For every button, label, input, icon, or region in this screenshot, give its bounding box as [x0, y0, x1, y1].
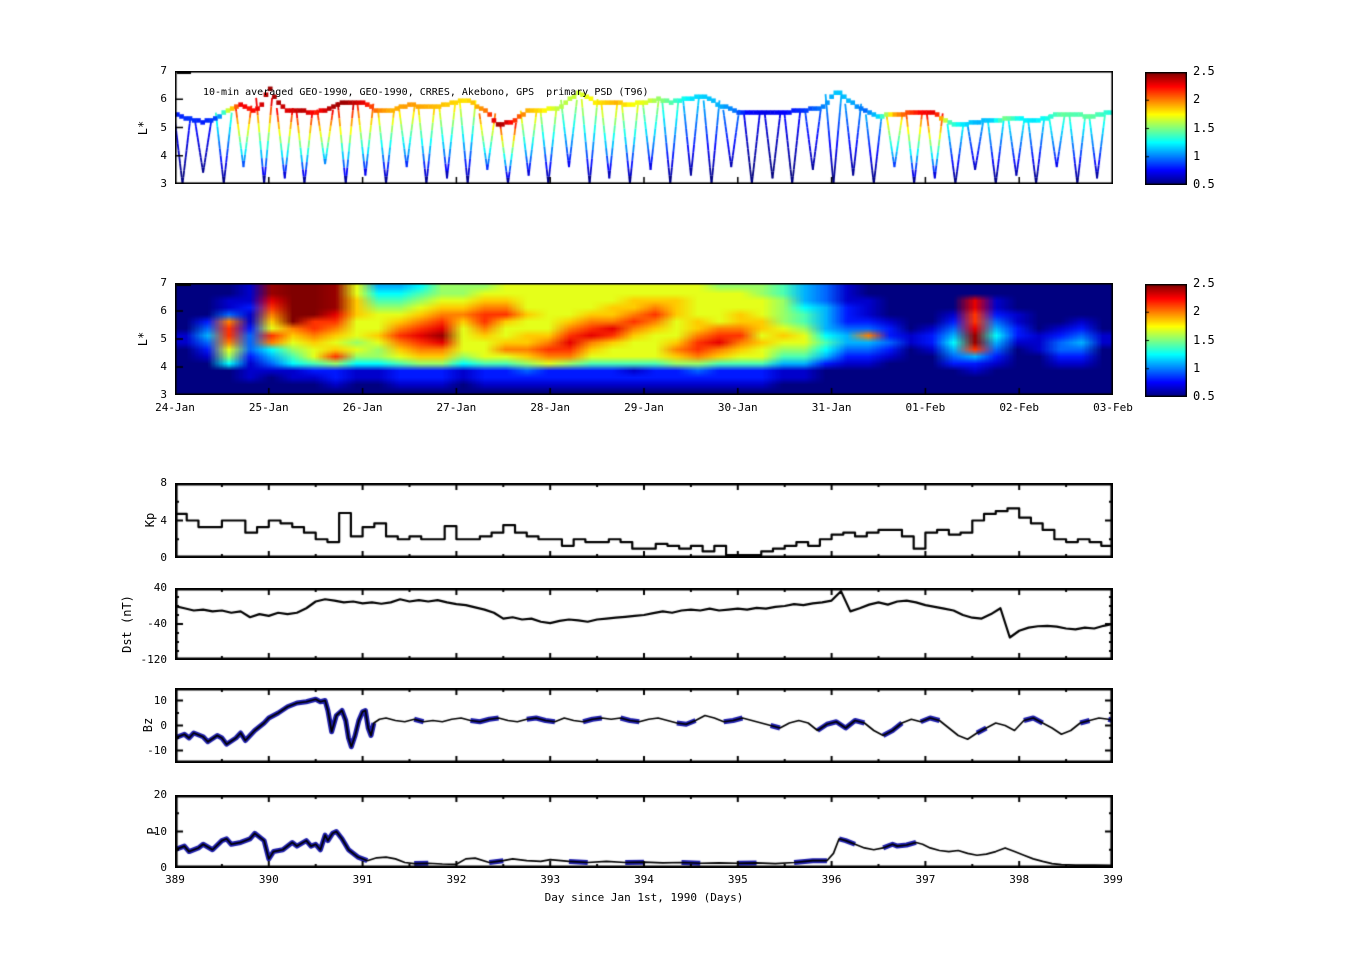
panel2-date-label: 29-Jan: [624, 401, 664, 414]
panel2-date-label: 31-Jan: [811, 401, 852, 414]
panel1-ytick-label: 6: [160, 92, 167, 106]
bz-ytick-label: -10: [147, 743, 167, 757]
panel2-date-label: 02-Feb: [999, 401, 1040, 414]
panel1-ytick-label: 5: [160, 120, 167, 134]
p-plot-canvas: [175, 795, 1113, 868]
panel1-ytick-label: 7: [160, 64, 167, 77]
panel2-ytick-label: 3: [160, 388, 167, 401]
panel2-ytick-label: 5: [160, 332, 167, 345]
colorbar1-tick-label: 1.5: [1193, 120, 1215, 135]
p-xtick-label: 393: [540, 873, 561, 886]
kp-plot-canvas: [175, 483, 1113, 558]
p-xtick-label: 398: [1009, 873, 1030, 886]
panel2-ytick-label: 7: [160, 276, 167, 289]
panel1-ytick-label: 3: [160, 177, 167, 190]
kp-ytick-label: 0: [160, 551, 167, 564]
kp-ytick-label: 8: [160, 476, 167, 489]
colorbar1-canvas: [1145, 72, 1187, 185]
colorbar1-tick-label: 0.5: [1193, 177, 1215, 191]
p-ytick-label: 10: [153, 824, 167, 838]
panel1-ytick-label: 4: [160, 148, 167, 162]
p-xtick-label: 395: [727, 873, 748, 886]
p-ytick-label: 0: [160, 861, 167, 874]
p-xtick-label: 399: [1103, 873, 1123, 886]
colorbar1-tick-label: 2: [1193, 92, 1201, 107]
p-xtick-label: 392: [446, 873, 467, 886]
colorbar1-tick-label: 1: [1193, 148, 1201, 163]
panel2-date-label: 27-Jan: [436, 401, 477, 414]
colorbar2-tick-label: 2.5: [1193, 276, 1215, 290]
colorbar2-canvas: [1145, 284, 1187, 397]
p-xtick-label: 394: [634, 873, 654, 886]
kp-ytick-label: 4: [160, 513, 167, 527]
panel2-ytick-label: 6: [160, 304, 167, 317]
p-xtick-label: 396: [821, 873, 842, 886]
p-xtick-label: 390: [258, 873, 279, 886]
bz-ytick-label: 10: [153, 693, 167, 707]
panel2-date-label: 24-Jan: [155, 401, 195, 414]
dst-plot-canvas: [175, 588, 1113, 660]
colorbar2-tick-label: 1: [1193, 360, 1201, 375]
panel2-date-label: 25-Jan: [248, 401, 289, 414]
dst-ytick-label: -40: [147, 617, 167, 630]
p-xtick-label: 389: [165, 873, 185, 886]
panel2-ytick-label: 4: [160, 360, 167, 373]
colorbar2-tick-label: 1.5: [1193, 332, 1215, 347]
bz-plot-canvas: [175, 688, 1113, 763]
xaxis-title: Day since Jan 1st, 1990 (Days): [544, 891, 744, 904]
panel2-date-label: 03-Feb: [1093, 401, 1133, 414]
panel2-date-label: 01-Feb: [905, 401, 946, 414]
panel2-date-label: 30-Jan: [717, 401, 758, 414]
bz-ytick-label: 0: [160, 718, 167, 732]
panel2-date-label: 28-Jan: [530, 401, 571, 414]
colorbar1-tick-label: 2.5: [1193, 64, 1215, 78]
colorbar2-tick-label: 0.5: [1193, 389, 1215, 403]
panel1-psd-track-canvas: [175, 71, 1113, 184]
colorbar2-tick-label: 2: [1193, 304, 1201, 319]
p-xtick-label: 397: [915, 873, 936, 886]
p-xtick-label: 391: [352, 873, 373, 886]
dst-ytick-label: -120: [140, 653, 168, 666]
panel2-psd-heatmap-canvas: [175, 283, 1113, 395]
dst-ytick-label: 40: [153, 581, 167, 594]
panel1-title: 10-min averaged GEO-1990, GEO-1990, CRRE…: [203, 87, 649, 98]
p-ytick-label: 20: [153, 788, 167, 801]
panel2-date-label: 26-Jan: [342, 401, 383, 414]
